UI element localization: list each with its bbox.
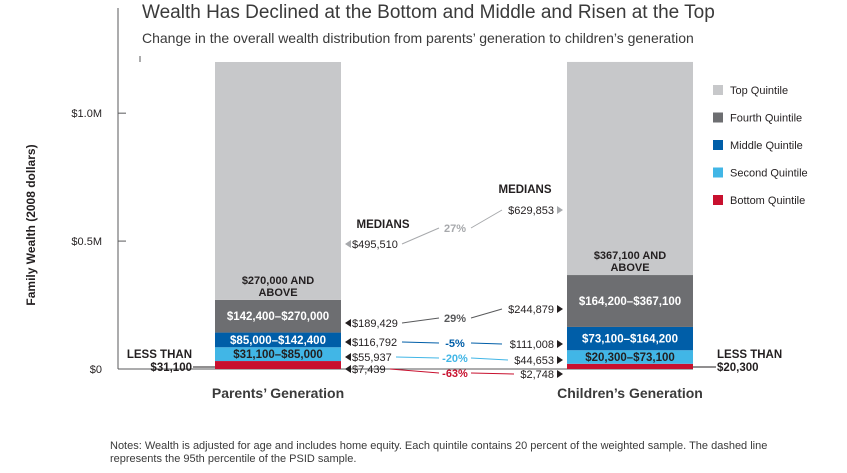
- quintile-range-label: $20,300–$73,100: [585, 352, 675, 364]
- legend-label: Second Quintile: [730, 168, 808, 180]
- median-value-parents: $116,792: [352, 337, 397, 349]
- bar-segment-fourth-quintile: [215, 299, 341, 333]
- quintile-range-label: ABOVE: [610, 262, 649, 274]
- bar-segment-second-quintile: [215, 347, 341, 362]
- median-change-line: [401, 227, 440, 245]
- median-value-parents: $55,937: [352, 352, 392, 364]
- median-value-children: $629,853: [508, 205, 554, 217]
- bar-segment-middle-quintile: [215, 332, 341, 348]
- median-marker: [557, 206, 563, 214]
- median-marker: [557, 370, 563, 378]
- quintile-range-label: $85,000–$142,400: [230, 335, 326, 347]
- median-value-children: $44,653: [514, 355, 554, 367]
- median-marker: [345, 365, 351, 373]
- median-change-line: [401, 317, 440, 324]
- median-change-line: [389, 368, 440, 374]
- y-tick-label: $0: [90, 364, 102, 376]
- bottom-quintile-label: LESS THAN: [127, 349, 192, 361]
- chart-notes: Notes: Wealth is adjusted for age and in…: [110, 440, 768, 465]
- chart-subtitle: Change in the overall wealth distributio…: [142, 30, 694, 46]
- bar-segment-middle-quintile: [567, 326, 693, 351]
- median-marker: [557, 340, 563, 348]
- chart-title: Wealth Has Declined at the Bottom and Mi…: [142, 2, 715, 23]
- median-value-children: $2,748: [520, 369, 554, 381]
- quintile-range-label: $31,100–$85,000: [233, 349, 323, 361]
- legend-label: Top Quintile: [730, 85, 788, 97]
- median-value-parents: $189,429: [352, 318, 398, 330]
- bar-segment-top-quintile: [215, 62, 341, 300]
- median-value-parents: $7,439: [352, 364, 386, 376]
- bottom-quintile-label: $20,300: [717, 362, 759, 374]
- quintile-range-label: ABOVE: [258, 287, 297, 299]
- median-change-line: [401, 341, 440, 344]
- median-change-line: [395, 356, 440, 359]
- median-marker: [557, 356, 563, 364]
- medians-label: MEDIANS: [356, 219, 409, 231]
- median-value-children: $244,879: [508, 304, 554, 316]
- legend-label: Middle Quintile: [730, 140, 803, 152]
- median-value-parents: $495,510: [352, 239, 398, 251]
- bottom-quintile-label: $31,100: [150, 362, 192, 374]
- legend-swatch: [713, 112, 723, 123]
- legend-swatch: [713, 195, 723, 205]
- legend-label: Bottom Quintile: [730, 195, 805, 207]
- median-marker: [345, 319, 351, 327]
- median-change-line: [470, 308, 503, 319]
- bar-segment-bottom-quintile: [215, 361, 341, 369]
- legend-swatch: [713, 167, 723, 178]
- bar-segment-fourth-quintile: [567, 275, 693, 327]
- legend-swatch: [713, 85, 723, 95]
- category-label: Children’s Generation: [557, 385, 703, 401]
- quintile-range-label: $270,000 AND: [242, 275, 314, 287]
- median-change-label: -5%: [445, 338, 465, 350]
- bottom-quintile-label: LESS THAN: [717, 349, 782, 361]
- y-tick-label: $1.0M: [71, 108, 102, 120]
- legend-label: Fourth Quintile: [730, 113, 802, 125]
- median-change-label: -20%: [442, 353, 468, 365]
- quintile-range-label: $142,400–$270,000: [227, 311, 329, 323]
- category-label: Parents’ Generation: [212, 385, 344, 401]
- bar-segment-top-quintile: [567, 61, 693, 276]
- quintile-range-label: $367,100 AND: [594, 250, 666, 262]
- legend-swatch: [713, 140, 723, 150]
- median-change-line: [470, 372, 515, 375]
- median-change-label: -63%: [442, 368, 468, 380]
- bar-segment-second-quintile: [567, 350, 693, 364]
- median-change-line: [470, 357, 509, 361]
- median-marker: [345, 240, 351, 248]
- median-value-children: $111,008: [510, 339, 554, 351]
- bar-segment-bottom-quintile: [567, 363, 693, 369]
- median-change-label: 29%: [444, 313, 466, 325]
- quintile-range-label: $73,100–$164,200: [582, 334, 678, 346]
- median-change-line: [470, 209, 503, 229]
- median-marker: [345, 353, 351, 361]
- median-change-line: [470, 342, 503, 345]
- medians-label: MEDIANS: [498, 184, 551, 196]
- median-marker: [345, 338, 351, 346]
- y-tick-label: $0.5M: [71, 236, 102, 248]
- median-change-label: 27%: [444, 223, 466, 235]
- median-marker: [557, 305, 563, 313]
- quintile-range-label: $164,200–$367,100: [579, 296, 681, 308]
